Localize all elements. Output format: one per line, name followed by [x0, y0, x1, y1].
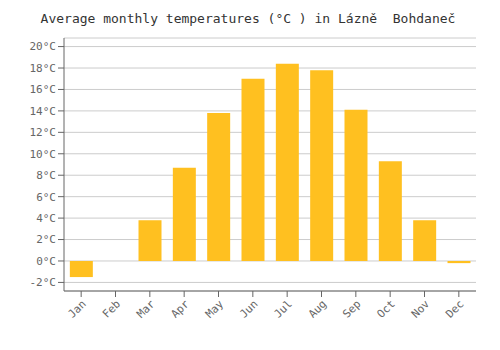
svg-text:Feb: Feb: [100, 297, 123, 320]
svg-text:Jul: Jul: [272, 297, 295, 320]
svg-text:Apr: Apr: [169, 297, 193, 321]
svg-text:Nov: Nov: [409, 297, 433, 321]
svg-text:4°C: 4°C: [36, 212, 56, 225]
svg-text:2°C: 2°C: [36, 233, 56, 246]
html-text:Average monthly temperatures (: Average monthly temperatures (°C ) in Lá…: [40, 11, 456, 26]
svg-text:0°C: 0°C: [36, 255, 56, 268]
svg-text:May: May: [203, 297, 227, 321]
svg-text:6°C: 6°C: [36, 191, 56, 204]
svg-text:14°C: 14°C: [30, 105, 57, 118]
svg-text:Jun: Jun: [237, 297, 260, 320]
svg-text:Sep: Sep: [340, 297, 363, 320]
svg-text:Oct: Oct: [375, 297, 398, 320]
svg-text:10°C: 10°C: [30, 148, 57, 161]
svg-text:16°C: 16°C: [30, 83, 57, 96]
svg-text:Mar: Mar: [134, 297, 158, 321]
svg-text:12°C: 12°C: [30, 126, 57, 139]
svg-text:Jan: Jan: [66, 297, 89, 320]
svg-text:8°C: 8°C: [36, 169, 56, 182]
svg-text:Dec: Dec: [443, 297, 466, 320]
svg-text:20°C: 20°C: [30, 40, 57, 53]
svg-text:-2°C: -2°C: [30, 276, 57, 289]
svg-text:Aug: Aug: [306, 297, 329, 320]
svg-text:18°C: 18°C: [30, 62, 57, 75]
